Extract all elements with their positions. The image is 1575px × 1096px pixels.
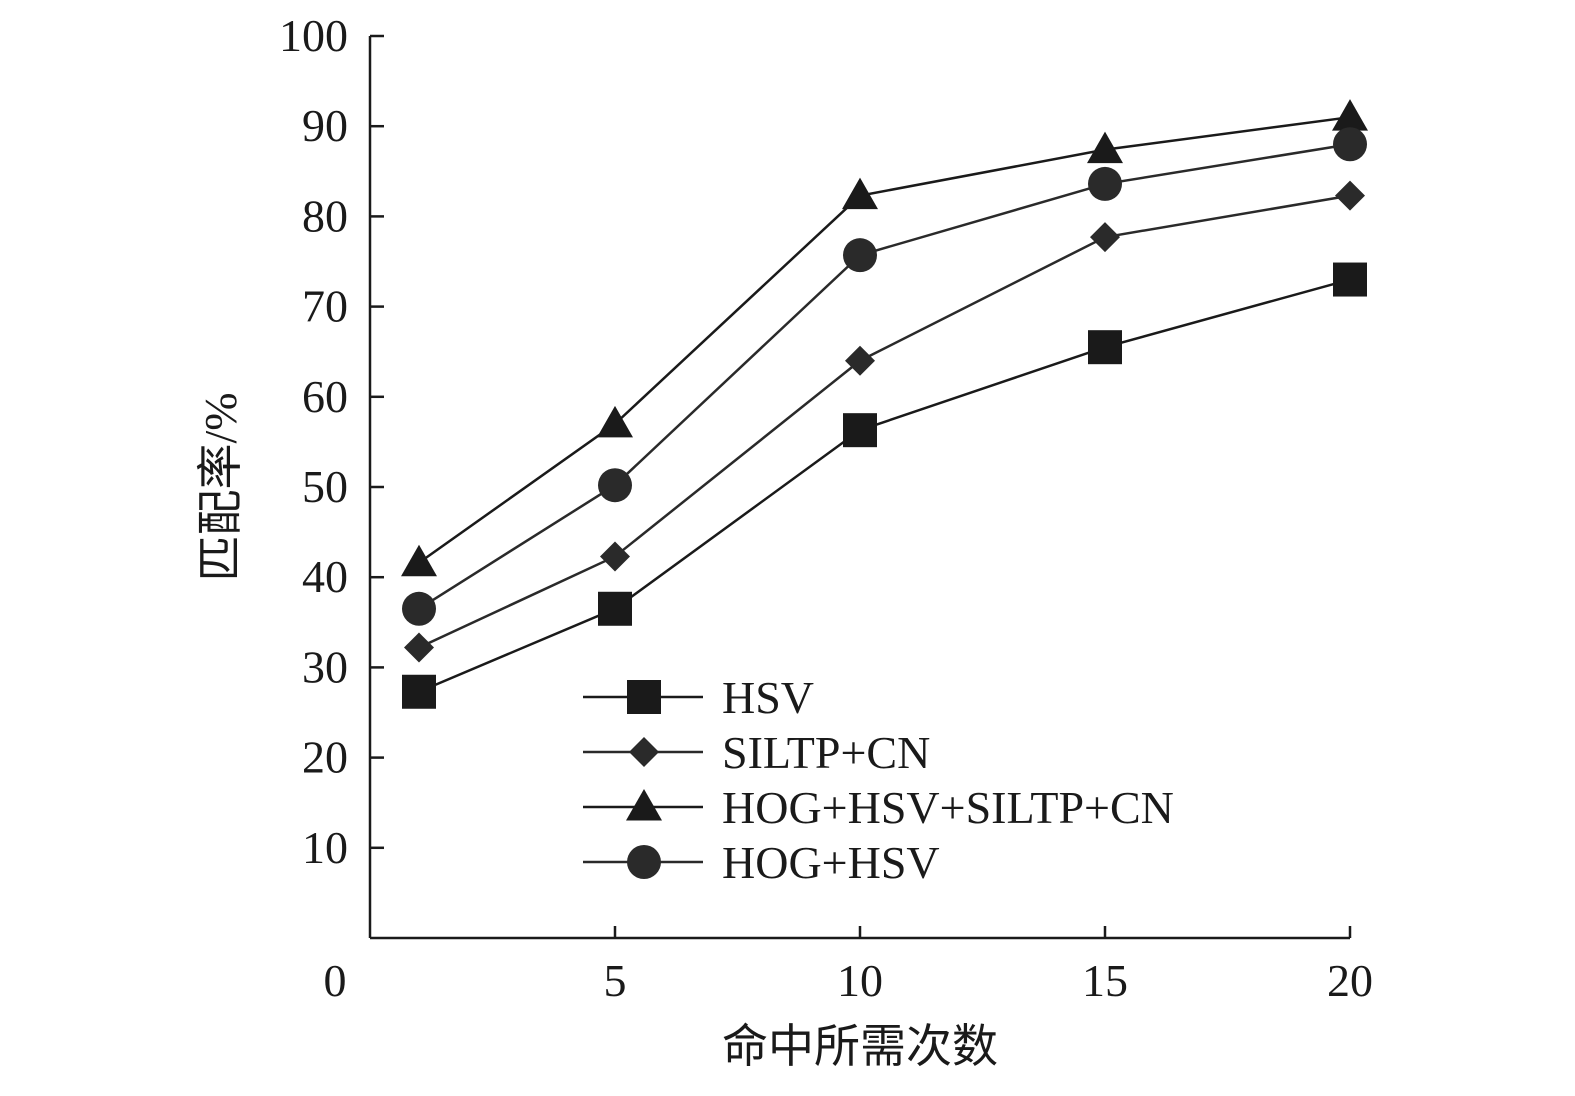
legend-label: HSV — [722, 672, 814, 723]
y-tick-label: 90 — [302, 100, 348, 151]
x-tick-label: 5 — [604, 955, 627, 1006]
series-hog-hsv-siltp-cn — [401, 99, 1368, 577]
legend-label: HOG+HSV+SILTP+CN — [722, 782, 1174, 833]
data-point-square — [402, 674, 436, 709]
legend-item: HSV — [583, 672, 814, 723]
x-tick-label: 15 — [1082, 955, 1128, 1006]
x-axis-title: 命中所需次数 — [722, 1021, 998, 1072]
y-tick-label: 30 — [302, 641, 348, 692]
y-tick-label: 60 — [302, 371, 348, 422]
y-tick-label: 100 — [279, 10, 348, 61]
data-point-diamond — [1335, 180, 1365, 211]
series-line — [418, 143, 1351, 610]
legend-item: SILTP+CN — [583, 727, 930, 778]
data-point-triangle — [1332, 99, 1368, 131]
legend-marker-triangle — [626, 789, 662, 821]
data-point-diamond — [845, 345, 875, 376]
series-line — [418, 278, 1351, 693]
y-tick-label: 50 — [302, 461, 348, 512]
y-tick-label: 80 — [302, 190, 348, 241]
series-layer — [401, 99, 1368, 709]
x-tick-label: 20 — [1327, 955, 1373, 1006]
series-hsv — [402, 262, 1367, 709]
data-point-diamond — [1090, 222, 1120, 253]
data-point-circle — [598, 468, 632, 503]
data-point-circle — [1333, 127, 1367, 162]
data-point-triangle — [401, 544, 437, 577]
y-axis-title: 匹配率/% — [195, 392, 246, 581]
data-point-diamond — [404, 632, 434, 663]
legend-marker-circle — [627, 845, 661, 879]
legend-item: HOG+HSV — [583, 837, 940, 888]
data-point-diamond — [600, 541, 630, 572]
y-tick-label: 10 — [302, 822, 348, 873]
data-point-triangle — [597, 405, 633, 438]
data-point-square — [843, 413, 877, 448]
series-siltp-cn — [404, 180, 1365, 663]
x-tick-label: 10 — [837, 955, 883, 1006]
data-point-square — [1333, 262, 1367, 297]
x-tick-label: 0 — [324, 955, 347, 1006]
data-point-circle — [843, 238, 877, 273]
y-tick-label: 70 — [302, 281, 348, 332]
legend-marker-square — [627, 680, 661, 714]
series-hog-hsv — [402, 127, 1367, 626]
data-point-triangle — [1087, 131, 1123, 164]
data-point-triangle — [842, 177, 878, 210]
legend-item: HOG+HSV+SILTP+CN — [583, 782, 1174, 833]
legend-marker-diamond — [629, 737, 659, 767]
data-point-square — [598, 591, 632, 626]
series-line — [418, 115, 1351, 564]
y-tick-label: 40 — [302, 551, 348, 602]
y-tick-label: 20 — [302, 732, 348, 783]
data-point-circle — [1088, 166, 1122, 201]
legend-label: SILTP+CN — [722, 727, 930, 778]
axes: 10 20 30 40 50 60 70 80 90 100 0 5 10 15 20 — [279, 10, 1373, 1006]
legend-label: HOG+HSV — [722, 837, 940, 888]
data-point-circle — [402, 591, 436, 626]
data-point-square — [1088, 330, 1122, 365]
